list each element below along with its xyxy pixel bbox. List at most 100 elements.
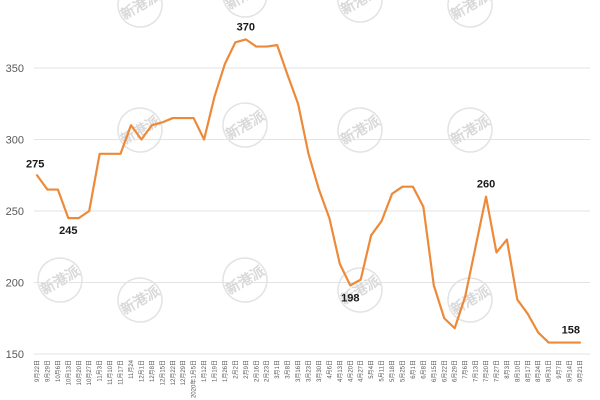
watermark-text: 新港派 — [223, 107, 269, 143]
x-tick-label: 12月22日 — [170, 360, 177, 385]
x-tick-label: 3月1日 — [274, 360, 281, 379]
x-axis-ticks: 9月22日 9月29日 10月6日 10月13日 10月20日 10月27日 11月3日 11… — [34, 359, 584, 398]
data-label: 245 — [59, 225, 77, 237]
x-tick-label: 5月18日 — [389, 360, 396, 382]
x-tick-label: 6月1日 — [410, 360, 417, 379]
x-tick-label: 1月12日 — [201, 360, 208, 382]
y-tick-label: 300 — [6, 135, 24, 147]
x-tick-label: 5月4日 — [368, 360, 375, 379]
x-tick-label: 2月9日 — [243, 360, 250, 379]
x-tick-label: 4月27日 — [358, 360, 365, 382]
x-tick-label: 10月20日 — [76, 360, 83, 385]
x-tick-label: 8月10日 — [514, 360, 521, 382]
watermark-stamp: 新港派 — [222, 257, 269, 303]
watermark-circle — [447, 277, 493, 323]
x-tick-label: 9月29日 — [44, 360, 51, 382]
x-tick-label: 11月17日 — [118, 360, 125, 385]
watermark-text: 新港派 — [338, 0, 384, 18]
watermark-circle — [337, 0, 383, 23]
x-tick-label: 8月31日 — [546, 360, 553, 382]
x-tick-label: 9月14日 — [567, 360, 574, 382]
x-tick-label: 3月30日 — [316, 360, 323, 382]
watermark-text: 新港派 — [118, 282, 164, 318]
watermark-text: 新港派 — [448, 282, 494, 318]
x-tick-label: 7月13日 — [473, 360, 480, 382]
data-labels: 275 245 370 198 260 158 — [26, 21, 580, 336]
x-tick-label: 11月24 — [128, 359, 135, 379]
watermark-stamp: 新港派 — [222, 102, 269, 148]
x-tick-label: 12月29日 — [180, 360, 187, 385]
x-tick-label: 6月8日 — [420, 360, 427, 379]
x-tick-label: 5月25日 — [399, 360, 406, 382]
x-tick-label: 12月8日 — [149, 360, 156, 382]
watermark-circle — [447, 107, 493, 153]
watermark-text: 新港派 — [38, 262, 84, 298]
watermark-stamp: 新港派 — [337, 0, 384, 23]
y-tick-label: 350 — [6, 63, 24, 75]
x-tick-label: 10月13日 — [65, 360, 72, 385]
watermark-circle — [447, 0, 493, 28]
x-tick-label: 11月10日 — [107, 360, 114, 385]
data-label: 370 — [237, 21, 255, 33]
data-label: 158 — [562, 325, 580, 337]
watermark-stamp: 新港派 — [447, 0, 494, 28]
x-tick-label: 12月1日 — [138, 360, 145, 382]
watermark-layer: 新港派新港派新港派新港派新港派新港派新港派新港派新港派新港派新港派新港派新港派 — [37, 0, 494, 323]
watermark-circle — [337, 107, 383, 153]
watermark-stamp: 新港派 — [117, 277, 164, 323]
gridlines — [34, 67, 590, 355]
watermark-text: 新港派 — [338, 112, 384, 148]
x-tick-label: 5月11日 — [379, 360, 386, 382]
x-tick-label: 10月27日 — [86, 360, 93, 385]
watermark-text: 新港派 — [223, 0, 269, 13]
x-tick-label: 6月15日 — [431, 360, 438, 382]
x-tick-label: 10月6日 — [55, 360, 62, 382]
x-tick-label: 12月15日 — [159, 360, 166, 385]
series-line — [35, 38, 582, 344]
watermark-text: 新港派 — [223, 262, 269, 298]
x-tick-label: 4月13日 — [337, 360, 344, 382]
watermark-circle — [117, 0, 163, 28]
y-tick-label: 200 — [6, 278, 24, 290]
series-layer — [35, 38, 582, 344]
watermark-stamp: 新港派 — [447, 107, 494, 153]
x-tick-label: 11月3日 — [97, 360, 104, 382]
x-tick-label: 2月2日 — [232, 360, 239, 379]
x-tick-label: 4月6日 — [326, 360, 333, 379]
y-tick-label: 250 — [6, 206, 24, 218]
watermark-stamp: 新港派 — [447, 277, 494, 323]
watermark-circle — [222, 0, 268, 18]
watermark-circle — [222, 257, 268, 303]
x-tick-label: 7月27日 — [493, 360, 500, 382]
y-axis-ticks: 150 200 250 300 350 — [6, 63, 24, 361]
x-tick-label: 4月20日 — [347, 360, 354, 382]
watermark-circle — [117, 277, 163, 323]
x-tick-label: 8月17日 — [525, 360, 532, 382]
x-tick-label: 8月3日 — [504, 360, 511, 379]
watermark-circle — [337, 267, 383, 313]
watermark-circle — [117, 107, 163, 153]
x-tick-label: 1月19日 — [212, 360, 219, 382]
watermark-stamp: 新港派 — [117, 107, 164, 153]
x-tick-label: 8月24日 — [535, 360, 542, 382]
x-tick-label: 9月22日 — [34, 360, 41, 382]
x-tick-label: 2月23日 — [264, 360, 271, 382]
data-label: 260 — [477, 179, 495, 191]
x-tick-label: 9月7日 — [556, 360, 563, 379]
x-tick-label: 9月21日 — [577, 360, 584, 382]
data-label: 198 — [341, 292, 359, 304]
y-tick-label: 150 — [6, 349, 24, 361]
x-tick-label: 6月29日 — [452, 360, 459, 382]
watermark-text: 新港派 — [448, 112, 494, 148]
watermark-stamp: 新港派 — [37, 257, 84, 303]
data-label: 275 — [26, 158, 44, 170]
x-tick-label: 3月23日 — [306, 360, 313, 382]
x-tick-label: 6月22日 — [441, 360, 448, 382]
x-tick-label: 2020年1月5日 — [190, 360, 198, 398]
x-tick-label: 7月6日 — [462, 360, 469, 379]
watermark-circle — [37, 257, 83, 303]
x-tick-label: 1月26日 — [222, 360, 229, 382]
x-tick-label: 3月8日 — [285, 360, 292, 379]
watermark-stamp: 新港派 — [117, 0, 164, 28]
